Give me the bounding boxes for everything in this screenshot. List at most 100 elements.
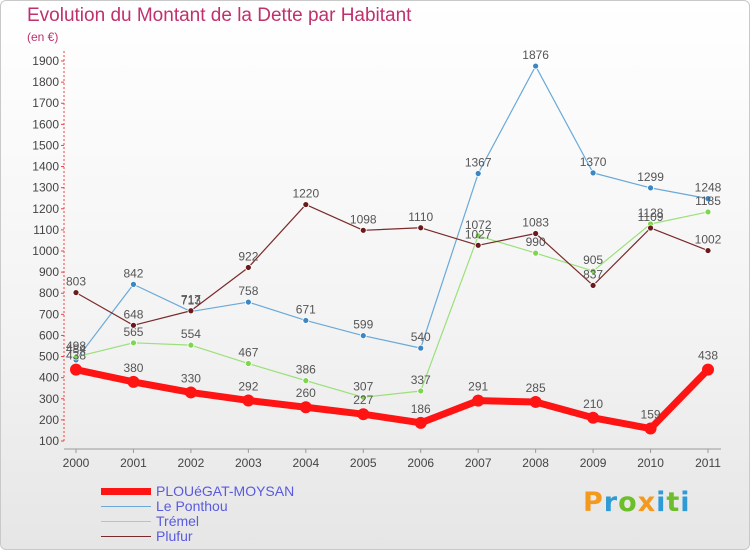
data-point [244, 298, 252, 306]
series-line [75, 203, 709, 326]
data-label: 1002 [695, 233, 722, 247]
data-label: 438 [698, 349, 718, 363]
y-tick-label: 500 [39, 350, 59, 364]
y-tick-label: 1000 [32, 244, 59, 258]
data-point [589, 169, 597, 177]
data-label: 484 [66, 342, 86, 356]
x-tick-label: 2005 [350, 456, 377, 470]
data-label: 648 [123, 307, 143, 321]
y-tick-label: 700 [39, 307, 59, 321]
data-label: 1248 [695, 181, 722, 195]
data-label: 1367 [465, 156, 492, 170]
y-tick-label: 1900 [32, 54, 59, 68]
x-tick-label: 2011 [695, 456, 721, 470]
data-label: 717 [181, 293, 201, 307]
data-label: 386 [296, 363, 316, 377]
data-point [704, 208, 712, 216]
data-point [187, 307, 195, 315]
y-tick-label: 800 [39, 286, 59, 300]
data-point [644, 422, 657, 435]
data-label: 227 [353, 393, 373, 407]
y-tick-label: 1800 [32, 75, 59, 89]
data-label: 285 [526, 381, 546, 395]
data-label: 1072 [465, 218, 492, 232]
logo-letter: x [637, 487, 657, 518]
data-label: 438 [66, 349, 86, 363]
y-tick-label: 400 [39, 371, 59, 385]
legend-swatch [101, 536, 151, 537]
data-label: 837 [583, 267, 603, 281]
data-label: 1098 [350, 212, 377, 226]
data-point [417, 387, 425, 395]
legend-label: PLOUéGAT-MOYSAN [156, 483, 295, 499]
data-point [417, 224, 425, 232]
data-point [647, 184, 654, 192]
data-label: 1299 [637, 170, 664, 184]
data-label: 1370 [580, 155, 607, 169]
data-point [242, 394, 255, 407]
data-point [72, 289, 80, 296]
data-point [589, 282, 597, 289]
legend-swatch [101, 521, 151, 522]
unit-label: (en €) [27, 30, 59, 44]
x-tick-label: 2007 [465, 456, 492, 470]
data-label: 260 [296, 386, 316, 400]
data-label: 498 [66, 339, 86, 353]
data-label: 1083 [522, 215, 549, 229]
logo-letter: i [656, 487, 667, 518]
data-point [587, 411, 600, 424]
y-tick-label: 1600 [32, 117, 59, 131]
data-point [359, 226, 367, 234]
logo-letter: o [618, 487, 638, 518]
data-label: 292 [238, 379, 258, 393]
data-point [474, 241, 482, 249]
data-label: 540 [411, 330, 431, 344]
data-point [589, 267, 597, 275]
data-point [702, 363, 714, 376]
proxiti-logo: Proxiti [583, 487, 691, 518]
data-label: 330 [181, 371, 201, 385]
data-label: 565 [123, 325, 143, 339]
series-line [72, 366, 712, 433]
y-tick-label: 1100 [33, 223, 59, 237]
data-point [532, 230, 540, 237]
y-tick-label: 200 [39, 413, 59, 427]
x-tick-label: 2008 [522, 456, 549, 470]
y-tick-label: 1300 [32, 181, 59, 195]
data-point [704, 195, 712, 203]
x-tick-label: 2002 [178, 456, 205, 470]
data-point [302, 317, 310, 324]
y-tick-label: 600 [39, 328, 59, 342]
data-label: 713 [181, 294, 201, 308]
data-point [72, 353, 80, 361]
data-point [357, 408, 370, 421]
data-point [130, 339, 137, 347]
data-point [532, 249, 540, 257]
legend-label: Trémel [156, 513, 200, 529]
series-line [75, 211, 709, 398]
y-tick-label: 100 [39, 434, 59, 448]
data-point [302, 377, 310, 385]
data-label: 905 [583, 253, 603, 267]
data-point [127, 375, 140, 388]
data-point [130, 321, 137, 329]
data-point [70, 363, 82, 376]
data-label: 210 [583, 397, 603, 411]
data-point [359, 393, 367, 401]
x-tick-label: 2000 [63, 456, 90, 470]
data-point [302, 201, 310, 208]
data-label: 1109 [638, 210, 664, 224]
x-tick-label: 2009 [580, 456, 607, 470]
data-point [532, 62, 540, 70]
data-point [472, 394, 485, 407]
data-label: 186 [411, 402, 431, 416]
x-tick-label: 2001 [120, 456, 147, 470]
x-tick-label: 2003 [235, 456, 262, 470]
chart-title: Evolution du Montant de la Dette par Hab… [27, 5, 412, 26]
data-label: 1185 [695, 194, 721, 208]
series-line [75, 65, 709, 361]
data-label: 803 [66, 275, 86, 289]
data-point [647, 224, 654, 232]
